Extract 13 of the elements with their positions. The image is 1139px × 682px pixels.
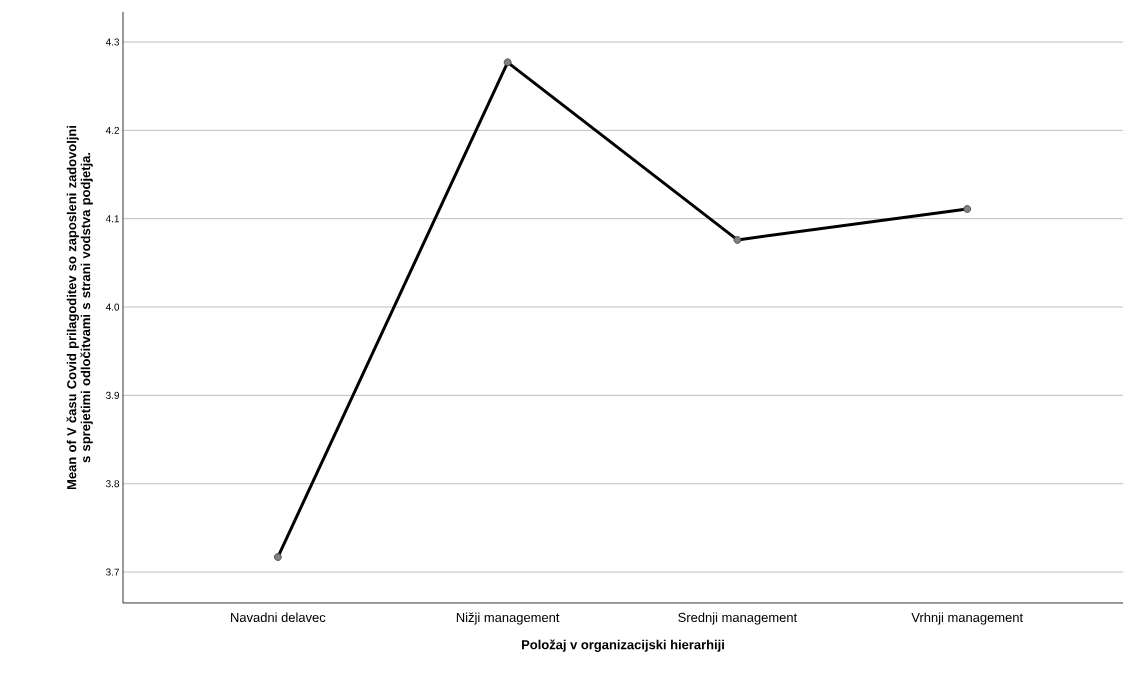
- y-tick-label: 4.0: [105, 303, 120, 311]
- x-tick-label: Nižji management: [456, 612, 560, 625]
- y-tick-label: 3.9: [106, 391, 120, 399]
- y-tick-label: 3.8: [106, 480, 120, 488]
- y-tick-label: 4.2: [105, 126, 119, 134]
- x-tick-label: Srednji management: [678, 612, 798, 625]
- y-tick-label: 4.3: [105, 38, 120, 46]
- x-tick-label: Navadni delavec: [231, 612, 326, 623]
- x-tick-label: Vrhnji management: [911, 612, 1023, 625]
- x-axis-title: Položaj v organizacijski hierarhiji: [522, 639, 724, 652]
- y-axis-title: Mean of V času Covid prilagoditev so zaposleni zadovoljni s sprejetimi odločitvami s strani vodstva podjetja.: [66, 125, 93, 490]
- y-tick-label: 4.1: [105, 215, 120, 223]
- y-tick-label: 3.7: [106, 568, 119, 576]
